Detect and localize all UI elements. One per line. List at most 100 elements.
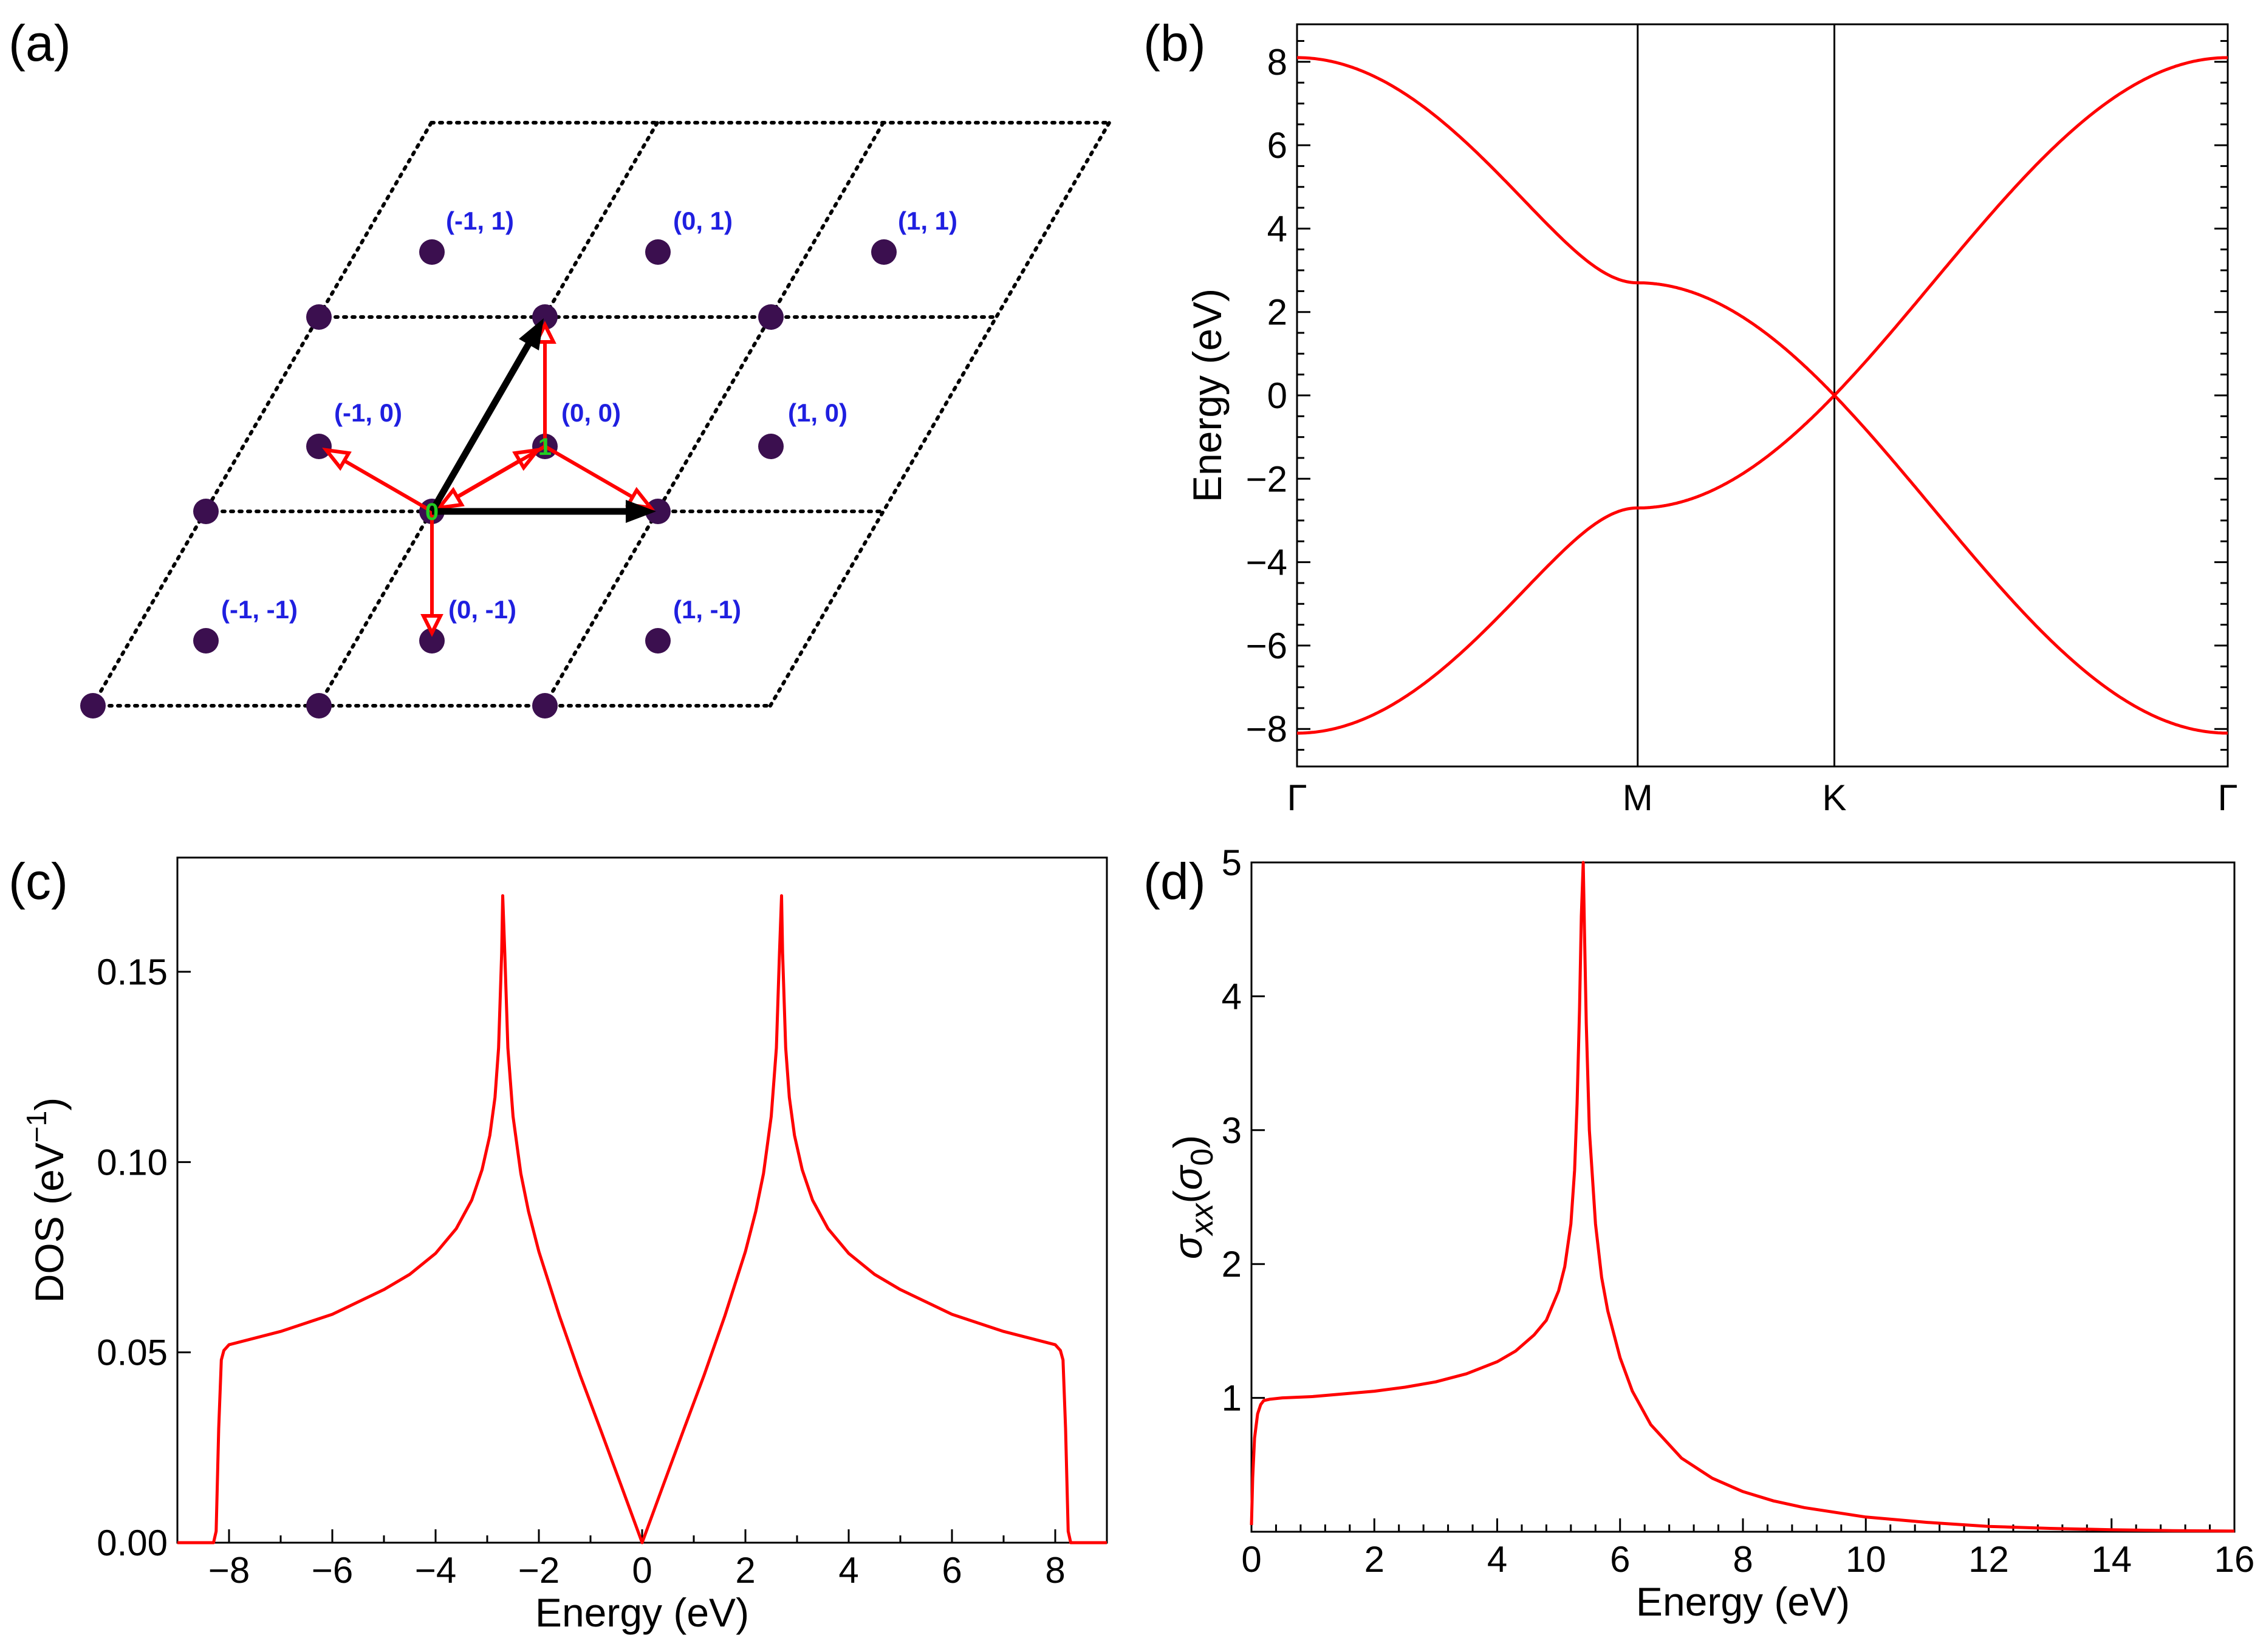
cell-label-m1-m1: (-1, -1) bbox=[221, 595, 298, 624]
panel-c-ytick-label: 0.00 bbox=[97, 1523, 168, 1563]
panel-b-ytick-label: −2 bbox=[1246, 459, 1287, 499]
site-a-m1m1 bbox=[80, 693, 106, 718]
lattice-grid bbox=[91, 121, 1111, 708]
hop-b1-to-a00 bbox=[447, 445, 546, 504]
panel-d-xtick-label: 12 bbox=[1968, 1539, 2009, 1580]
site-b-m1m1 bbox=[193, 628, 219, 654]
hop-a0-to-bm10 bbox=[334, 454, 433, 513]
panel-c-xtick-label: 4 bbox=[838, 1550, 858, 1591]
panel-c-xtick-label: 0 bbox=[632, 1550, 652, 1591]
cell-label-m1-0: (-1, 0) bbox=[334, 398, 402, 427]
panel-d-ytick-label: 3 bbox=[1222, 1110, 1242, 1151]
lattice-sites bbox=[80, 239, 897, 718]
primitive-vectors bbox=[429, 318, 656, 523]
panel-b-xtick-label: M bbox=[1623, 777, 1653, 818]
panel-d-xtick-label: 0 bbox=[1241, 1539, 1261, 1580]
site-b-1m1 bbox=[645, 628, 671, 654]
cell-label-1-m1: (1, -1) bbox=[673, 595, 741, 624]
panel-d-xtick-label: 8 bbox=[1733, 1539, 1753, 1580]
panel-c-xtick-label: −4 bbox=[415, 1550, 456, 1591]
primitive-vector-a2-head bbox=[519, 318, 544, 350]
panel-c-xtick-label: −2 bbox=[518, 1550, 560, 1591]
hop-b1-to-a10 bbox=[544, 445, 643, 504]
site-b-0m1 bbox=[419, 628, 445, 654]
hopping-vectors bbox=[322, 321, 655, 637]
panel-d-ylabel: σxx(σ0) bbox=[1165, 1135, 1220, 1260]
panel-d-frame bbox=[1250, 861, 2236, 1533]
panel-d-curve bbox=[1250, 861, 2235, 1533]
panel-d-xtick-label: 16 bbox=[2214, 1539, 2255, 1580]
panel-d-xtick-label: 6 bbox=[1610, 1539, 1630, 1580]
hop-a0-to-bm10-head bbox=[322, 448, 352, 471]
grid-line-d3 bbox=[768, 121, 1111, 708]
panel-a: (a) bbox=[9, 15, 1111, 718]
panel-b: (b) −8 −6 −4 −2 0 2 4 6 8 Γ M K Γ Energy (eV) bbox=[1143, 15, 2238, 818]
primitive-vector-a1-head bbox=[626, 500, 656, 523]
panel-b-xtick-label: Γ bbox=[2217, 777, 2237, 818]
panel-c-ylabel: DOS (eV−1) bbox=[21, 1097, 72, 1303]
site-a-10 bbox=[645, 499, 671, 524]
panel-b-label: (b) bbox=[1143, 15, 1206, 72]
grid-line-d0 bbox=[91, 121, 433, 708]
panel-c-xlabel: Energy (eV) bbox=[535, 1590, 749, 1635]
panel-b-frame bbox=[1296, 23, 2229, 768]
primitive-vector-a2 bbox=[429, 337, 535, 513]
panel-d-xtick-label: 2 bbox=[1364, 1539, 1385, 1580]
panel-b-ytick-label: 6 bbox=[1267, 125, 1287, 166]
panel-d-label: (d) bbox=[1143, 853, 1206, 910]
panel-b-xtick-label: Γ bbox=[1287, 777, 1307, 818]
hop-a0-to-b0m1-head bbox=[420, 614, 443, 637]
cell-label-m1-1: (-1, 1) bbox=[446, 206, 514, 235]
panel-b-band-lower bbox=[1297, 393, 2228, 735]
cell-label-0-0: (0, 0) bbox=[561, 398, 621, 427]
panel-c-curve bbox=[177, 894, 1107, 1544]
hop-b1-to-a00-head bbox=[435, 486, 465, 510]
cell-label-0-m1: (0, -1) bbox=[448, 595, 516, 624]
panel-b-ytick-label: −6 bbox=[1246, 626, 1287, 666]
panel-c-xtick-label: 8 bbox=[1045, 1550, 1065, 1591]
panel-c-xtick-label: −6 bbox=[312, 1550, 353, 1591]
site-a-m10 bbox=[193, 499, 219, 524]
panel-c-frame bbox=[176, 856, 1108, 1544]
site-label-1: 1 bbox=[538, 434, 552, 460]
panel-d-xtick-label: 10 bbox=[1846, 1539, 1886, 1580]
panel-c: (c) −8 −6 −4 −2 0 2 4 6 8 0.00 0.05 0.10 0.15 Energy … bbox=[9, 853, 1108, 1635]
site-b-01 bbox=[645, 239, 671, 265]
band-structure-plot: −8 −6 −4 −2 0 2 4 6 8 Γ M K Γ Energy (eV) bbox=[1185, 23, 2238, 818]
panel-d-xtick-label: 14 bbox=[2091, 1539, 2132, 1580]
panel-c-xtick-label: 6 bbox=[942, 1550, 962, 1591]
panel-c-ytick-label: 0.15 bbox=[97, 952, 168, 992]
cell-labels: (-1, 1) (0, 1) (1, 1) (-1, 0) (0, 0) (1,… bbox=[221, 206, 957, 624]
cell-label-1-1: (1, 1) bbox=[898, 206, 957, 235]
panel-b-ylabel: Energy (eV) bbox=[1185, 288, 1230, 502]
panel-d-ytick-label: 5 bbox=[1222, 842, 1242, 883]
panel-d-xtick-label: 4 bbox=[1487, 1539, 1507, 1580]
panel-d-ytick-label: 4 bbox=[1222, 976, 1242, 1017]
site-a-m11 bbox=[306, 304, 332, 330]
dos-plot: −8 −6 −4 −2 0 2 4 6 8 0.00 0.05 0.10 0.15 Energy (eV)… bbox=[21, 856, 1108, 1635]
panel-b-ytick-label: 4 bbox=[1267, 208, 1287, 249]
cell-label-0-1: (0, 1) bbox=[673, 206, 733, 235]
panel-b-ytick-label: 2 bbox=[1267, 292, 1287, 333]
panel-a-label: (a) bbox=[9, 15, 71, 72]
panel-c-ytick-label: 0.10 bbox=[97, 1142, 168, 1183]
site-b-11 bbox=[871, 239, 897, 265]
grid-line-d2 bbox=[543, 121, 885, 708]
site-labels: 0 1 bbox=[425, 434, 552, 525]
site-a-11 bbox=[758, 304, 784, 330]
panel-b-xtick-label: K bbox=[1822, 777, 1846, 818]
panel-d-ytick-label: 1 bbox=[1222, 1378, 1242, 1419]
grid-line-d1 bbox=[317, 121, 659, 708]
site-label-0: 0 bbox=[425, 499, 439, 525]
site-b-m10 bbox=[306, 434, 332, 459]
panel-b-band-upper bbox=[1297, 56, 2228, 398]
panel-b-ytick-label: 0 bbox=[1267, 375, 1287, 416]
panel-c-xtick-label: −8 bbox=[208, 1550, 250, 1591]
panel-d-ytick-label: 2 bbox=[1222, 1244, 1242, 1285]
site-b-m11 bbox=[419, 239, 445, 265]
panel-c-xtick-label: 2 bbox=[735, 1550, 755, 1591]
site-b-10 bbox=[758, 434, 784, 459]
